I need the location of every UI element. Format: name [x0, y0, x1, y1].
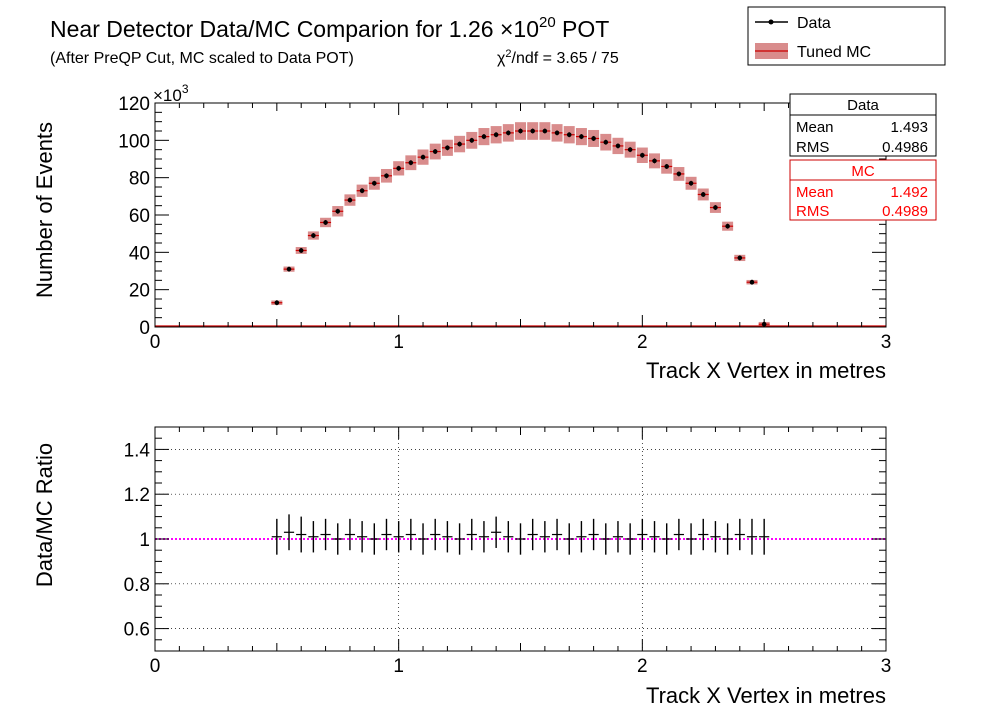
stats-mc-rms-value: 0.4989	[882, 203, 928, 220]
chart-title: Near Detector Data/MC Comparion for 1.26…	[50, 14, 609, 42]
ratio-point	[649, 521, 660, 553]
stats-mc-mean-label: Mean	[796, 184, 834, 201]
stats-box-mc: MC Mean 1.492 RMS 0.4989	[789, 159, 937, 221]
ratio-y-tick-label: 0.6	[124, 620, 150, 641]
ratio-point	[746, 518, 758, 555]
ratio-point	[308, 521, 319, 553]
ratio-point	[600, 523, 611, 555]
top-y-tick-label: 0	[139, 318, 150, 339]
top-y-axis-label: Number of Events	[32, 122, 57, 298]
ratio-point	[527, 518, 538, 551]
chart-subtitle: (After PreQP Cut, MC scaled to Data POT)	[50, 50, 354, 67]
ratio-axes: 0 1 2 3 0.6 0.8 1 1.2 1.4	[124, 426, 892, 677]
ratio-point	[698, 518, 709, 551]
legend: Data Tuned MC	[747, 6, 946, 66]
mc-line-group	[155, 130, 886, 327]
ratio-point	[283, 514, 295, 551]
top-y-tick-label: 120	[118, 94, 150, 115]
legend-data-label: Data	[797, 15, 831, 32]
ratio-point	[271, 518, 282, 555]
ratio-point	[357, 521, 368, 553]
stats-data-mean-value: 1.493	[890, 119, 928, 136]
ratio-point	[332, 523, 343, 555]
y-exponent-label: ×103	[153, 82, 189, 105]
stats-data-title: Data	[847, 97, 879, 114]
ratio-point	[491, 516, 502, 548]
legend-mc-label: Tuned MC	[797, 44, 871, 61]
ratio-x-tick-label: 0	[150, 656, 161, 677]
ratio-x-tick-label: 1	[393, 656, 404, 677]
ratio-point	[588, 518, 599, 551]
ratio-plot: 0 1 2 3 0.6 0.8 1 1.2 1.4	[124, 426, 892, 677]
data-points-group	[274, 128, 767, 327]
ratio-point	[320, 518, 331, 551]
ratio-point	[625, 523, 636, 555]
ratio-point	[466, 518, 477, 551]
ratio-point	[673, 518, 684, 551]
stats-mc-rms-label: RMS	[796, 203, 829, 220]
top-x-axis-label: Track X Vertex in metres	[646, 358, 886, 383]
ratio-point	[393, 521, 404, 553]
ratio-x-axis-label: Track X Vertex in metres	[646, 683, 886, 708]
ratio-y-tick-label: 1	[139, 530, 150, 551]
legend-data-marker	[755, 19, 788, 25]
ratio-point	[381, 518, 392, 551]
ratio-point	[430, 518, 441, 551]
ratio-points-group	[271, 514, 770, 555]
ratio-point	[576, 521, 587, 553]
top-y-tick-label: 100	[118, 131, 150, 152]
ratio-point	[722, 523, 733, 555]
ratio-point	[539, 521, 550, 553]
ratio-y-axis-label: Data/MC Ratio	[32, 443, 57, 587]
top-x-tick-label: 0	[150, 332, 161, 353]
top-x-tick-label: 2	[637, 332, 648, 353]
top-y-tick-label: 20	[129, 281, 150, 302]
top-x-tick-label: 1	[393, 332, 404, 353]
ratio-point	[296, 516, 307, 553]
ratio-y-tick-label: 1.2	[124, 485, 150, 506]
stats-mc-title: MC	[851, 163, 874, 180]
ratio-point	[405, 518, 416, 551]
ratio-x-tick-label: 2	[637, 656, 648, 677]
ratio-point	[685, 523, 697, 555]
ratio-point	[637, 518, 648, 551]
ratio-point	[661, 523, 672, 555]
stats-data-mean-label: Mean	[796, 119, 834, 136]
mc-band-group	[271, 122, 770, 327]
ratio-point	[564, 523, 575, 555]
ratio-point	[478, 521, 490, 553]
ratio-point	[442, 521, 453, 553]
ratio-point	[417, 523, 429, 555]
ratio-point	[710, 521, 721, 553]
top-y-tick-label: 80	[129, 169, 150, 190]
stats-mc-mean-value: 1.492	[890, 184, 928, 201]
stats-box-data: Data Mean 1.493 RMS 0.4986	[789, 93, 937, 157]
ratio-point	[759, 518, 770, 555]
top-plot: 0 1 2 3 0 20 40 60 80 100 120	[118, 94, 891, 353]
ratio-point	[612, 521, 624, 553]
ratio-point	[344, 518, 356, 551]
top-y-tick-label: 60	[129, 206, 150, 227]
ratio-point	[734, 518, 745, 551]
ratio-point	[503, 521, 514, 553]
stats-data-rms-label: RMS	[796, 139, 829, 156]
chi2-label: χ2/ndf = 3.65 / 75	[497, 48, 619, 67]
legend-mc-swatch	[755, 43, 788, 59]
ratio-point	[515, 523, 526, 555]
top-x-tick-label: 3	[881, 332, 892, 353]
ratio-y-tick-label: 1.4	[124, 440, 151, 461]
ratio-point	[551, 518, 563, 551]
top-y-tick-label: 40	[129, 243, 150, 264]
ratio-x-tick-label: 3	[881, 656, 892, 677]
stats-data-rms-value: 0.4986	[882, 139, 928, 156]
ratio-point	[369, 523, 380, 555]
ratio-point	[454, 523, 465, 555]
ratio-y-tick-label: 0.8	[124, 575, 150, 596]
